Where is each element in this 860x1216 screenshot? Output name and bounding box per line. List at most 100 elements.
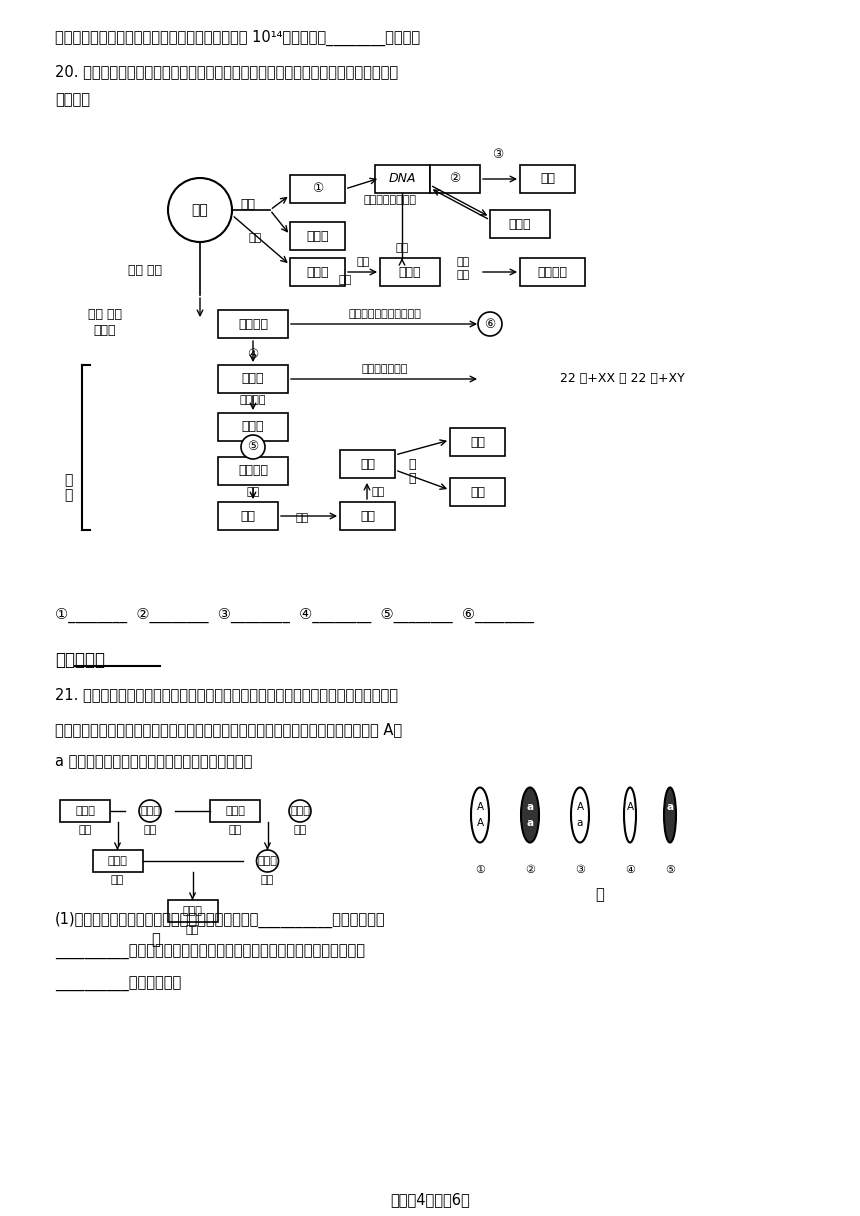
Text: a: a <box>577 818 583 828</box>
Text: 生殖细胞: 生殖细胞 <box>238 317 268 331</box>
Text: ①: ① <box>312 182 323 196</box>
Ellipse shape <box>664 788 676 843</box>
Text: 外婆: 外婆 <box>293 824 307 835</box>
Text: (1)人的有耳垂与无耳垂是一对相对性状，据图判断__________为显性性状，: (1)人的有耳垂与无耳垂是一对相对性状，据图判断__________为显性性状， <box>55 912 385 928</box>
Text: 发: 发 <box>64 473 72 486</box>
Text: 性状: 性状 <box>540 173 555 186</box>
Text: 有耳垂: 有耳垂 <box>108 856 127 866</box>
Text: ②: ② <box>450 173 461 186</box>
Text: 有遗传效应的片段: 有遗传效应的片段 <box>364 195 416 206</box>
FancyBboxPatch shape <box>450 478 505 506</box>
Text: a: a <box>666 803 673 812</box>
Text: 爸爸: 爸爸 <box>111 876 124 885</box>
Text: 蛋白质: 蛋白质 <box>509 218 531 231</box>
Text: ①________  ②________  ③________  ④________  ⑤________  ⑥________: ①________ ②________ ③________ ④________ … <box>55 608 534 623</box>
FancyBboxPatch shape <box>380 258 440 286</box>
FancyBboxPatch shape <box>520 258 585 286</box>
FancyBboxPatch shape <box>218 502 278 530</box>
Text: ④: ④ <box>248 349 259 361</box>
FancyBboxPatch shape <box>218 457 288 485</box>
Text: 有耳垂: 有耳垂 <box>290 806 310 816</box>
FancyBboxPatch shape <box>210 800 260 822</box>
Text: 包括: 包括 <box>396 243 408 253</box>
Text: 个体: 个体 <box>360 457 375 471</box>
Text: 21. 小强同学学习了生物的遗传和变异知识后，对性状的遗传现象很感兴趣。图甲是小: 21. 小强同学学习了生物的遗传和变异知识后，对性状的遗传现象很感兴趣。图甲是小 <box>55 687 398 703</box>
Text: a 表示）与染色体的关系示意图。回答下列问题：: a 表示）与染色体的关系示意图。回答下列问题： <box>55 754 252 770</box>
Text: 无耳垂: 无耳垂 <box>140 806 160 816</box>
FancyBboxPatch shape <box>218 413 288 441</box>
Text: a: a <box>526 818 533 828</box>
Ellipse shape <box>624 788 636 843</box>
Text: ④: ④ <box>625 865 635 876</box>
Text: __________传递下去的。: __________传递下去的。 <box>55 976 181 991</box>
Text: 构成: 构成 <box>372 486 384 497</box>
Text: 乙: 乙 <box>596 888 605 902</box>
Text: ③: ③ <box>493 148 504 162</box>
FancyBboxPatch shape <box>290 223 345 250</box>
FancyBboxPatch shape <box>450 428 505 456</box>
Text: 的构建。: 的构建。 <box>55 92 90 107</box>
Text: 结构: 结构 <box>249 233 261 243</box>
Ellipse shape <box>471 788 489 843</box>
Text: 育: 育 <box>64 488 72 502</box>
Text: 外公: 外公 <box>229 824 242 835</box>
Text: DNA: DNA <box>389 173 416 186</box>
Text: 细胞质: 细胞质 <box>306 230 329 242</box>
Circle shape <box>478 313 502 336</box>
FancyBboxPatch shape <box>218 365 288 393</box>
Ellipse shape <box>521 788 539 843</box>
Circle shape <box>241 435 265 458</box>
Text: 之一: 之一 <box>457 270 470 280</box>
Circle shape <box>289 800 311 822</box>
Text: 结构: 结构 <box>241 198 255 212</box>
FancyBboxPatch shape <box>340 502 395 530</box>
Text: 状: 状 <box>408 472 415 484</box>
Text: 奶奶: 奶奶 <box>144 824 157 835</box>
Text: ③: ③ <box>575 865 585 876</box>
Text: 染色体: 染色体 <box>399 265 421 278</box>
Text: 20. 细胞是人体结构和功能的基本单位，请完成序号表示的内容填写，完善下列概念图: 20. 细胞是人体结构和功能的基本单位，请完成序号表示的内容填写，完善下列概念图 <box>55 64 398 79</box>
Text: __________为隐性性状。父母体内控制耳垂性状的基因在生殖过程中通过: __________为隐性性状。父母体内控制耳垂性状的基因在生殖过程中通过 <box>55 945 365 959</box>
Circle shape <box>139 800 161 822</box>
Text: 甲: 甲 <box>151 933 160 947</box>
Text: ⑤: ⑤ <box>248 440 259 454</box>
Text: 性染色体组成为: 性染色体组成为 <box>362 364 408 375</box>
Text: A: A <box>576 803 584 812</box>
Text: 小强: 小强 <box>186 925 200 935</box>
FancyBboxPatch shape <box>60 800 110 822</box>
FancyBboxPatch shape <box>430 165 480 193</box>
Text: 生殖 的部: 生殖 的部 <box>88 309 122 321</box>
Text: 妈妈: 妈妈 <box>261 876 274 885</box>
Text: 性: 性 <box>408 458 415 472</box>
FancyBboxPatch shape <box>340 450 395 478</box>
FancyBboxPatch shape <box>290 258 345 286</box>
Text: ①: ① <box>475 865 485 876</box>
Text: ②: ② <box>525 865 535 876</box>
Text: 有耳垂: 有耳垂 <box>225 806 245 816</box>
Text: 细胞群: 细胞群 <box>242 421 264 433</box>
FancyBboxPatch shape <box>375 165 430 193</box>
Text: 试卷第4页，共6页: 试卷第4页，共6页 <box>390 1193 470 1207</box>
Text: 细胞分裂: 细胞分裂 <box>240 395 267 405</box>
Text: 受精卵: 受精卵 <box>242 372 264 385</box>
Text: 细胞: 细胞 <box>192 203 208 216</box>
FancyBboxPatch shape <box>218 310 288 338</box>
Text: A: A <box>626 803 634 812</box>
Text: 多种组织: 多种组织 <box>238 465 268 478</box>
Text: 结构: 结构 <box>356 257 370 268</box>
Text: 女性: 女性 <box>470 485 485 499</box>
Text: 之一: 之一 <box>338 275 352 285</box>
FancyBboxPatch shape <box>490 210 550 238</box>
FancyBboxPatch shape <box>290 175 345 203</box>
FancyBboxPatch shape <box>93 850 143 872</box>
Text: 分阶段: 分阶段 <box>94 323 116 337</box>
Text: 细胞核: 细胞核 <box>306 265 329 278</box>
FancyBboxPatch shape <box>520 165 575 193</box>
Text: 器官: 器官 <box>241 510 255 523</box>
Text: 成男性。人体发育过程中，细胞数量从一个增加到 10¹⁴个，是细胞________的结果。: 成男性。人体发育过程中，细胞数量从一个增加到 10¹⁴个，是细胞________… <box>55 30 421 46</box>
Ellipse shape <box>571 788 589 843</box>
Text: 单个细胞性染色体组成为: 单个细胞性染色体组成为 <box>348 309 421 319</box>
Text: A: A <box>476 803 483 812</box>
Text: a: a <box>526 803 533 812</box>
FancyBboxPatch shape <box>168 900 218 922</box>
